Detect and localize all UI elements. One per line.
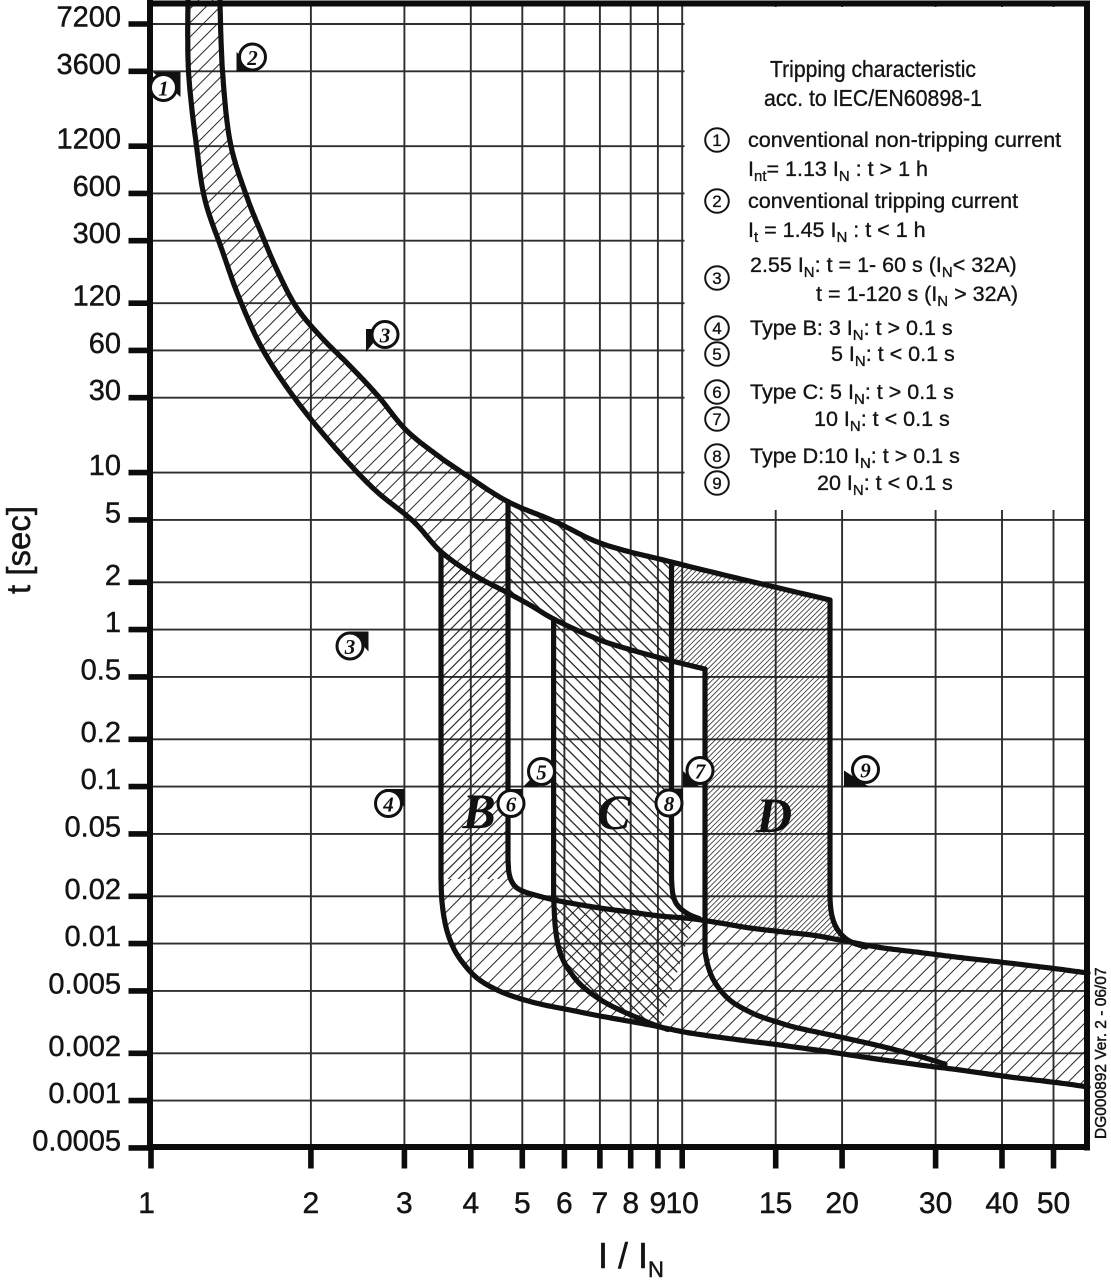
svg-text:Tripping characteristic: Tripping characteristic [770,56,976,82]
svg-text:6: 6 [556,1187,573,1220]
svg-text:0.5: 0.5 [81,654,121,686]
svg-text:30: 30 [919,1187,952,1220]
svg-text:5 IN: t < 0.1 s: 5 IN: t < 0.1 s [831,342,955,370]
svg-text:Type B: 3 IN: t > 0.1 s: Type B: 3 IN: t > 0.1 s [750,316,953,344]
svg-text:120: 120 [73,281,121,313]
svg-text:D: D [755,787,792,843]
svg-text:30: 30 [89,375,121,407]
svg-text:2: 2 [246,46,258,70]
svg-text:1: 1 [138,1187,155,1220]
svg-text:0.002: 0.002 [48,1031,121,1063]
svg-text:2.55 IN: t = 1- 60 s (IN< 32A): 2.55 IN: t = 1- 60 s (IN< 32A) [750,253,1017,281]
svg-text:20: 20 [825,1187,858,1220]
svg-text:3: 3 [712,269,721,288]
svg-text:t [sec]: t [sec] [0,506,37,594]
svg-text:7200: 7200 [56,2,121,34]
svg-text:4: 4 [712,319,721,338]
svg-text:Int= 1.13 IN : t > 1 h: Int= 1.13 IN : t > 1 h [748,157,928,185]
svg-text:B: B [461,783,495,839]
svg-text:C: C [597,784,631,840]
svg-text:3: 3 [379,324,391,348]
svg-text:7: 7 [712,410,721,429]
svg-text:0.2: 0.2 [81,717,121,749]
svg-text:5: 5 [712,345,721,364]
svg-text:2: 2 [712,192,721,211]
svg-text:t = 1-120 s (IN > 32A): t = 1-120 s (IN > 32A) [816,282,1018,310]
svg-text:0.0005: 0.0005 [32,1125,121,1157]
svg-text:6: 6 [712,383,721,402]
svg-text:7: 7 [592,1187,609,1220]
svg-text:8: 8 [622,1187,639,1220]
svg-text:4: 4 [462,1187,479,1220]
svg-text:DG000892 Ver. 2 - 06/07: DG000892 Ver. 2 - 06/07 [1093,968,1110,1139]
svg-text:1: 1 [105,607,121,639]
svg-text:8: 8 [712,447,721,466]
svg-text:2: 2 [105,560,121,592]
svg-text:0.005: 0.005 [48,968,121,1000]
svg-text:9: 9 [712,474,721,493]
svg-text:0.001: 0.001 [48,1078,121,1110]
svg-text:10: 10 [666,1187,699,1220]
svg-text:Type C: 5 IN: t > 0.1 s: Type C: 5 IN: t > 0.1 s [750,380,954,408]
svg-text:40: 40 [985,1187,1018,1220]
svg-text:6: 6 [506,793,517,817]
svg-text:3: 3 [344,635,356,659]
svg-text:20 IN: t < 0.1 s: 20 IN: t < 0.1 s [817,471,953,499]
svg-text:conventional tripping current: conventional tripping current [748,189,1018,213]
svg-text:5: 5 [514,1187,531,1220]
svg-text:8: 8 [664,792,675,816]
svg-text:600: 600 [73,171,121,203]
svg-text:5: 5 [105,497,121,529]
svg-text:acc. to IEC/EN60898-1: acc. to IEC/EN60898-1 [764,85,982,111]
svg-text:4: 4 [382,793,394,817]
svg-text:1200: 1200 [56,124,121,156]
svg-text:0.02: 0.02 [65,874,121,906]
svg-text:9: 9 [860,759,871,783]
svg-text:3600: 3600 [56,49,121,81]
svg-text:Type D:10 IN: t > 0.1 s: Type D:10 IN: t > 0.1 s [750,444,960,472]
svg-text:0.01: 0.01 [65,921,121,953]
svg-text:50: 50 [1037,1187,1070,1220]
svg-text:10: 10 [89,450,121,482]
svg-text:300: 300 [73,218,121,250]
svg-text:1: 1 [712,131,721,150]
svg-text:9: 9 [650,1187,667,1220]
svg-text:0.1: 0.1 [81,764,121,796]
svg-text:60: 60 [89,328,121,360]
svg-text:10 IN: t < 0.1 s: 10 IN: t < 0.1 s [814,407,950,435]
svg-text:3: 3 [396,1187,413,1220]
svg-text:2: 2 [303,1187,320,1220]
svg-text:0.05: 0.05 [65,811,121,843]
svg-text:15: 15 [759,1187,792,1220]
svg-text:5: 5 [536,761,547,785]
svg-text:1: 1 [158,77,169,101]
svg-text:conventional non-tripping curr: conventional non-tripping current [748,128,1061,152]
svg-text:7: 7 [695,760,707,784]
